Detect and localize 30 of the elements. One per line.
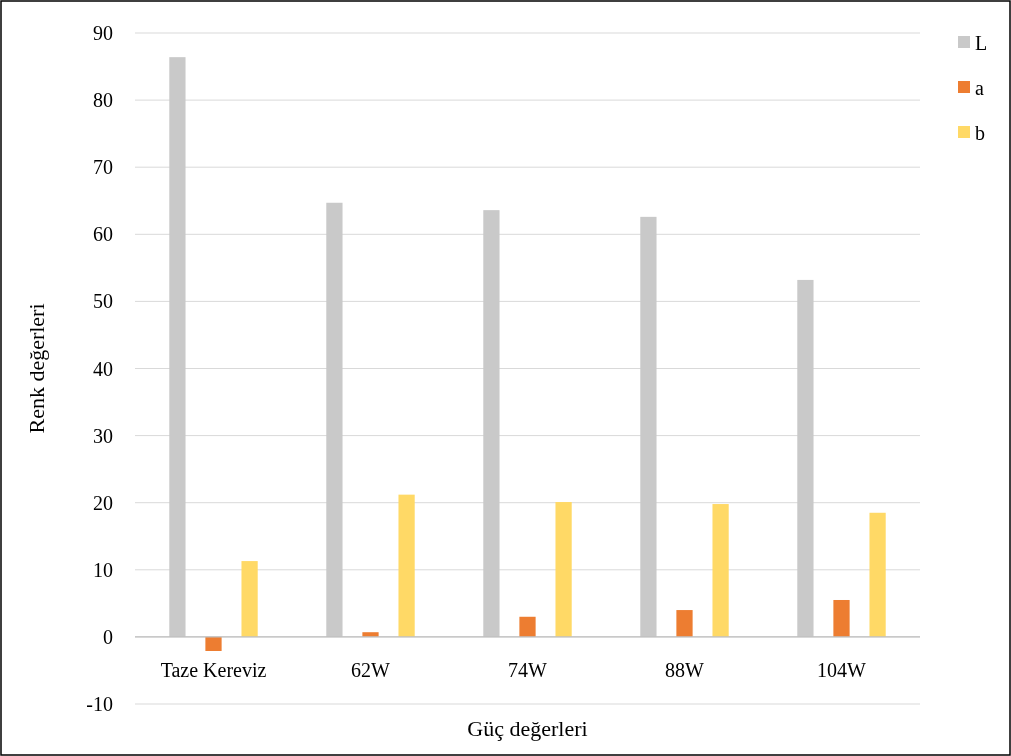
y-tick-label: 70 <box>93 156 113 179</box>
x-tick-label: 88W <box>665 658 705 681</box>
y-tick-label: 90 <box>93 22 113 44</box>
bar <box>869 512 886 637</box>
y-axis-title: Renk değerleri <box>24 303 49 434</box>
y-tick-label: 20 <box>93 491 113 514</box>
legend-label: b <box>975 122 985 144</box>
x-axis-title: Güç değerleri <box>467 716 588 741</box>
y-tick-label: 80 <box>93 89 113 112</box>
y-tick-label: -10 <box>86 693 113 715</box>
bar <box>712 504 729 637</box>
x-tick-label: 104W <box>817 658 867 681</box>
x-tick-label: Taze Kereviz <box>160 658 267 681</box>
bar <box>519 616 536 637</box>
legend-label: a <box>975 77 984 99</box>
bar <box>676 610 693 637</box>
bar <box>398 494 415 637</box>
y-tick-label: 10 <box>93 558 113 581</box>
y-tick-label: 40 <box>93 357 113 380</box>
x-tick-label: 74W <box>508 658 548 681</box>
y-tick-label: 50 <box>93 290 113 313</box>
y-tick-label: 60 <box>93 223 113 246</box>
y-tick-label: 30 <box>93 424 113 447</box>
bar <box>205 636 222 651</box>
legend-label: L <box>975 32 988 54</box>
x-tick-label: 62W <box>351 658 391 681</box>
bar <box>833 600 850 637</box>
y-tick-label: 0 <box>103 625 113 648</box>
bar <box>555 502 572 637</box>
bar <box>241 561 258 637</box>
